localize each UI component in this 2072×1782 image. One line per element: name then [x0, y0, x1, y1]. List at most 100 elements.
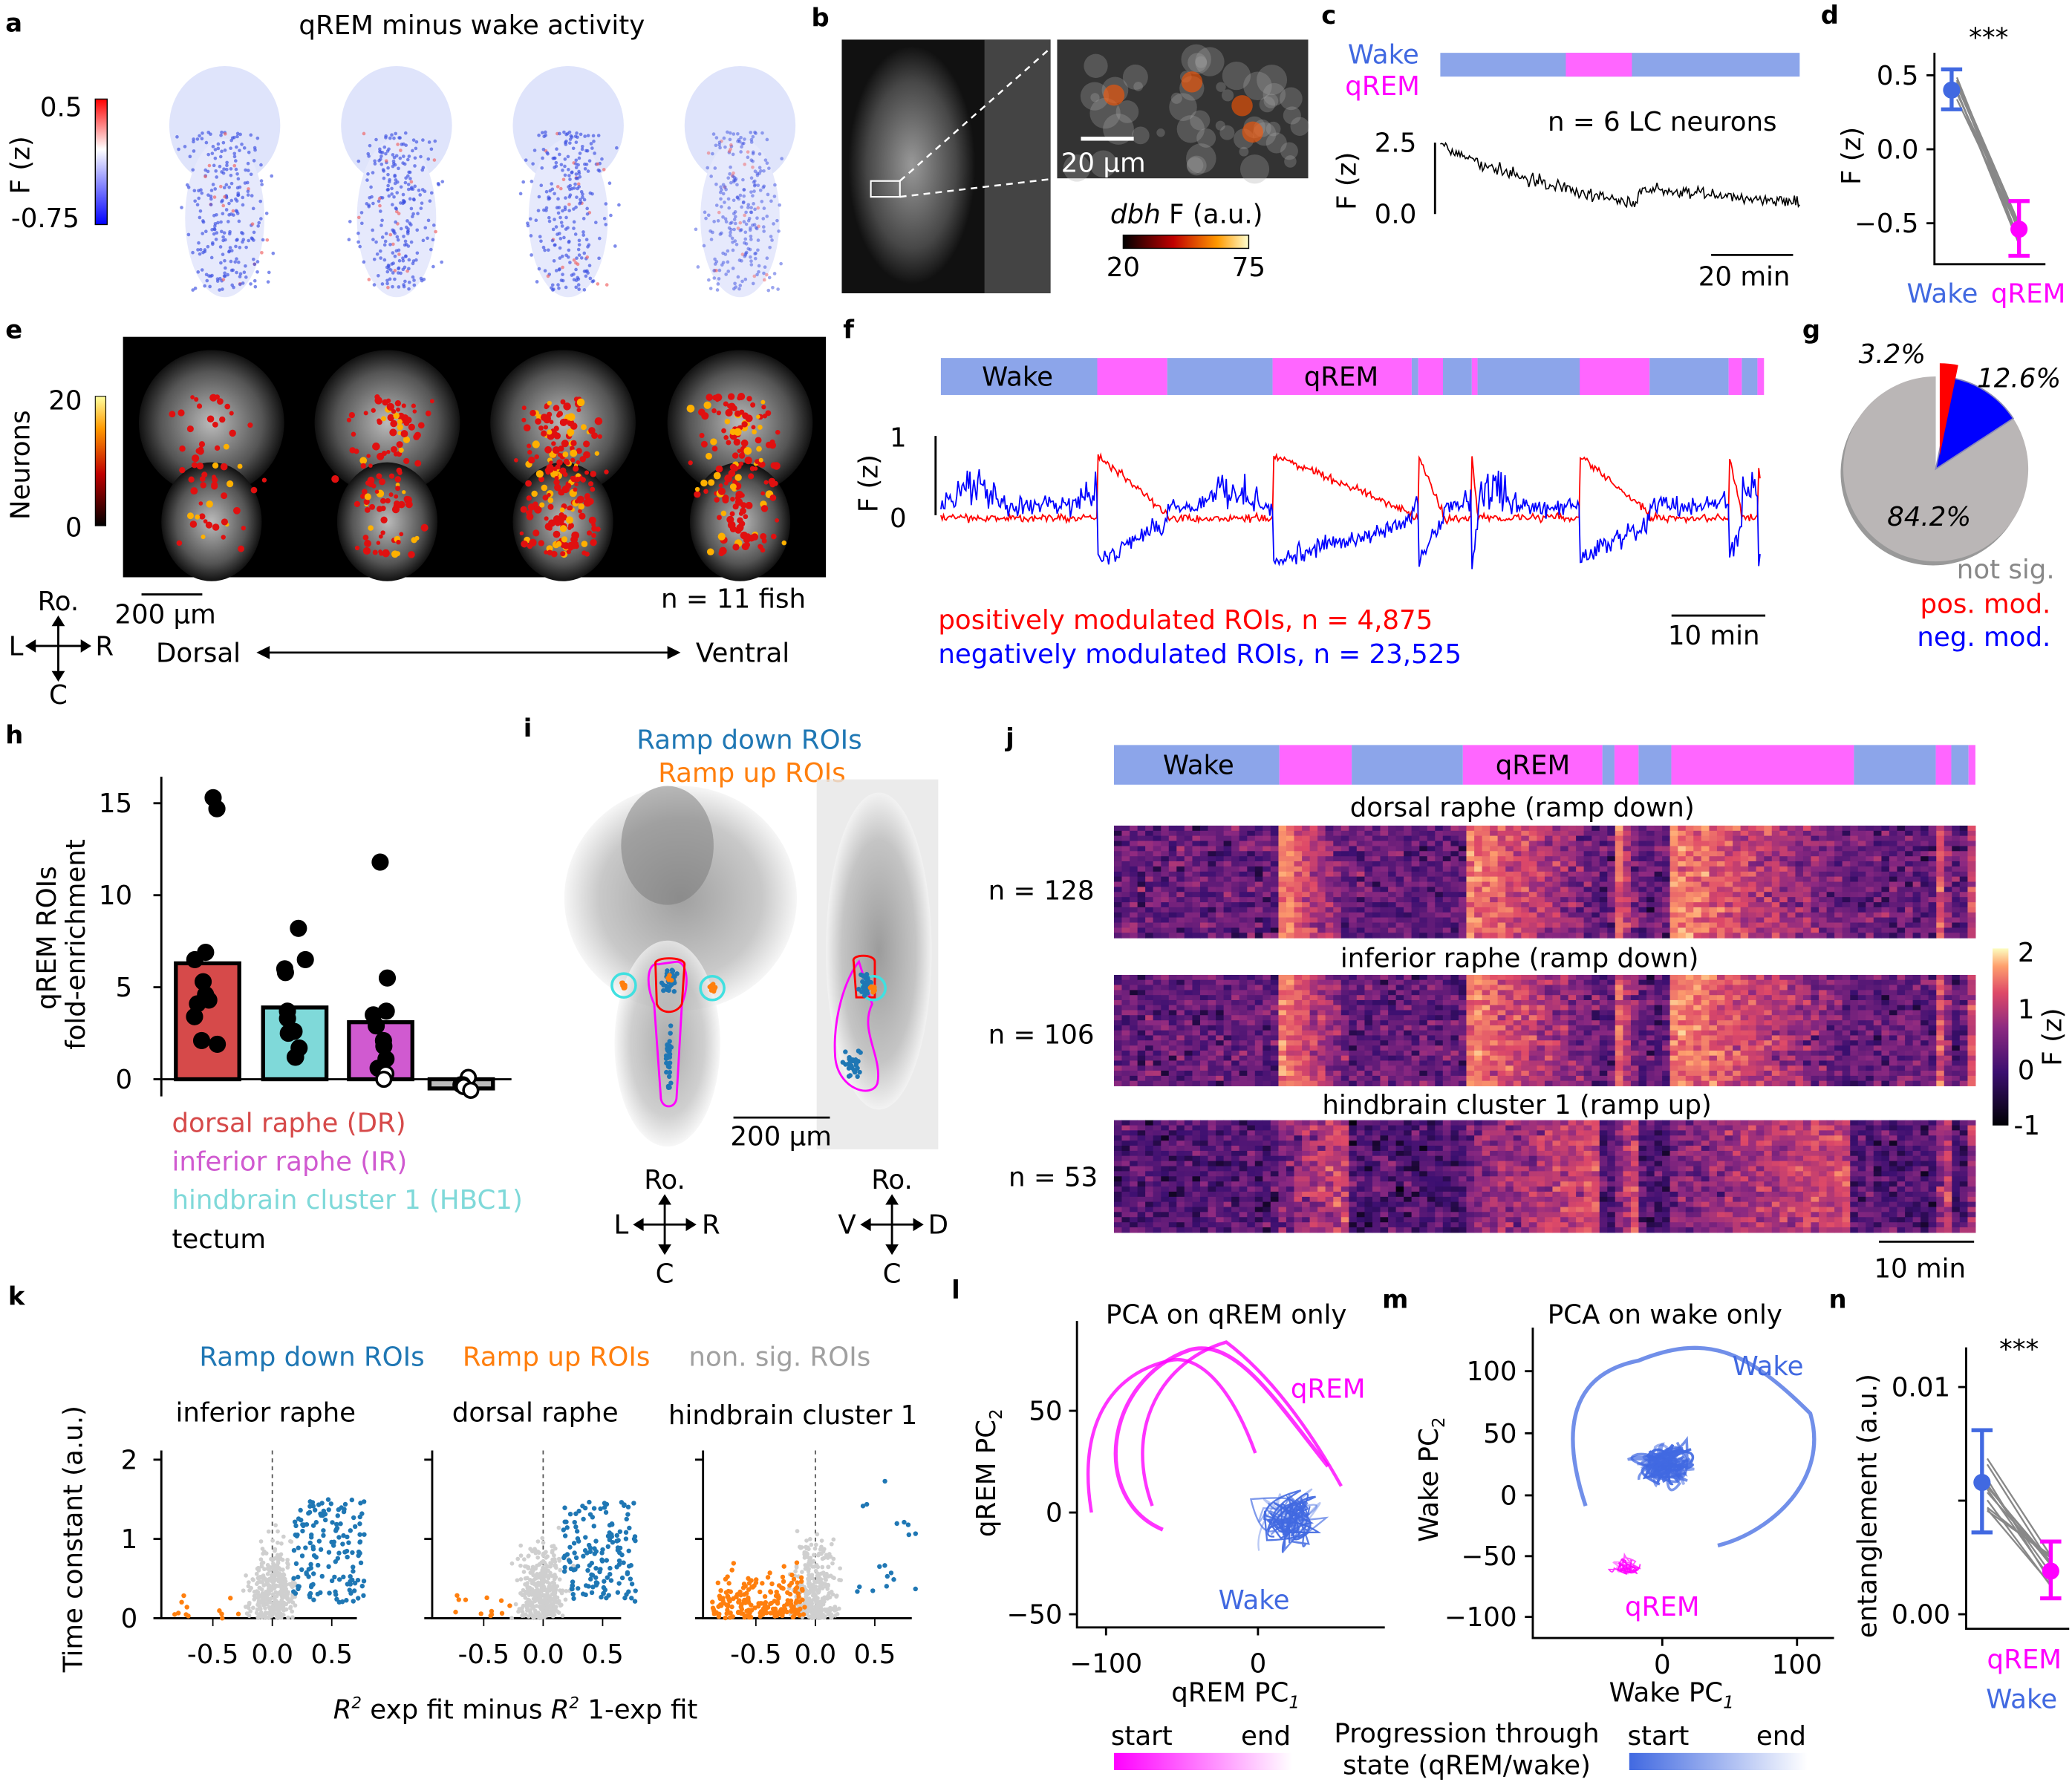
- panel-e: e 20 0 Neurons 200 µm n = 11 fish Ro. L …: [5, 315, 827, 711]
- heatmap-cell: [1544, 881, 1553, 888]
- activity-dot: [203, 284, 206, 288]
- heatmap-cell: [1263, 841, 1271, 847]
- heatmap-cell: [1716, 866, 1725, 872]
- heatmap-cell: [1701, 922, 1710, 928]
- neuron-dot: [588, 481, 594, 487]
- heatmap-cell: [1247, 1025, 1256, 1031]
- heatmap-cell: [1952, 912, 1961, 918]
- heatmap-cell: [1920, 927, 1929, 933]
- heatmap-cell: [1309, 902, 1318, 908]
- activity-dot: [746, 218, 751, 223]
- heatmap-cell: [1239, 999, 1248, 1006]
- activity-dot: [574, 261, 578, 265]
- heatmap-cell: [1168, 835, 1177, 842]
- heatmap-cell: [1137, 1055, 1146, 1061]
- heatmap-cell: [1208, 825, 1216, 832]
- heatmap-cell: [1153, 912, 1162, 918]
- heatmap-cell: [1192, 1010, 1201, 1016]
- activity-dot: [386, 183, 390, 188]
- neuron-dot: [411, 403, 416, 408]
- heatmap-cell: [1936, 866, 1945, 872]
- heatmap-cell: [1905, 861, 1914, 867]
- heatmap-cell: [1176, 892, 1185, 898]
- heatmap-cell: [1724, 892, 1733, 898]
- activity-dot: [403, 243, 407, 247]
- heatmap-cell: [1615, 887, 1623, 892]
- heatmap-cell: [1325, 897, 1334, 903]
- heatmap-cell: [1356, 876, 1365, 883]
- activity-dot: [238, 282, 242, 287]
- heatmap-cell: [1239, 917, 1248, 924]
- heatmap-cell: [1349, 902, 1358, 908]
- heatmap-cell: [1137, 1050, 1146, 1057]
- heatmap-cell: [1168, 1040, 1177, 1046]
- heatmap-cell: [1419, 841, 1428, 847]
- heatmap-cell: [1607, 902, 1616, 908]
- heatmap-cell: [1544, 902, 1553, 908]
- heatmap-cell: [1184, 1010, 1193, 1016]
- heatmap-cell: [1153, 1010, 1162, 1016]
- panel-label: e: [5, 315, 22, 344]
- heatmap-cell: [1411, 902, 1420, 908]
- neuron-dot: [544, 516, 549, 521]
- heatmap-cell: [1693, 912, 1702, 918]
- activity-dot: [218, 184, 223, 189]
- heatmap-cell: [1121, 1065, 1130, 1071]
- heatmap-cell: [1184, 851, 1193, 857]
- activity-dot: [205, 278, 209, 283]
- heatmap-cell: [1231, 933, 1240, 939]
- heatmap-cell: [1458, 851, 1467, 857]
- activity-dot: [218, 288, 221, 292]
- activity-dot: [753, 183, 757, 187]
- activity-dot: [561, 272, 564, 276]
- activity-dot: [546, 151, 550, 156]
- heatmap-cell: [1748, 887, 1757, 892]
- heatmap-cell: [1952, 861, 1961, 867]
- panel-b: b 20 µm dbh F (a.u.) 20 75: [812, 4, 1309, 293]
- heatmap-cell: [1544, 912, 1553, 918]
- heatmap-cell: [1199, 876, 1208, 883]
- neuron-dot: [556, 541, 562, 547]
- heatmap-cell: [1920, 871, 1929, 878]
- texture: [1219, 125, 1235, 140]
- activity-dot: [720, 205, 723, 209]
- heatmap-cell: [1168, 846, 1177, 852]
- activity-dot: [537, 133, 541, 137]
- activity-dot: [223, 148, 227, 152]
- heatmap-cell: [1724, 851, 1733, 857]
- heatmap-cell: [1826, 876, 1835, 883]
- activity-dot: [707, 278, 711, 282]
- heatmap-cell: [1623, 856, 1632, 862]
- activity-dot: [756, 183, 760, 187]
- heatmap-cell: [1490, 907, 1499, 913]
- activity-dot: [440, 180, 445, 183]
- heatmap-cell: [1552, 825, 1561, 832]
- heatmap-cell: [1184, 999, 1193, 1006]
- heatmap-cell: [1544, 897, 1553, 903]
- heatmap-cell: [1701, 871, 1710, 878]
- heatmap-cell: [1826, 922, 1835, 928]
- heatmap-cell: [1176, 897, 1185, 903]
- heatmap-cell: [1161, 892, 1170, 898]
- activity-dot: [228, 246, 232, 249]
- activity-dot: [360, 221, 364, 226]
- heatmap-cell: [1716, 861, 1725, 867]
- heatmap-cell: [1325, 841, 1334, 847]
- heatmap-cell: [1482, 851, 1491, 857]
- heatmap-cell: [1145, 1075, 1154, 1082]
- heatmap-cell: [1630, 881, 1639, 888]
- heatmap-cell: [1239, 1070, 1248, 1077]
- heatmap-cell: [1168, 985, 1177, 990]
- activity-dot: [195, 137, 200, 141]
- neuron-dot: [544, 415, 552, 422]
- heatmap-cell: [1552, 866, 1561, 872]
- activity-dot: [211, 183, 215, 186]
- heatmap-cell: [1168, 979, 1177, 986]
- heatmap-cell: [1623, 871, 1632, 878]
- activity-dot: [377, 273, 380, 278]
- state-qrem-segment: [1279, 745, 1352, 785]
- heatmap-cell: [1113, 846, 1122, 852]
- ramp-down-roi: [853, 1063, 859, 1068]
- panel-label: a: [5, 9, 22, 38]
- heatmap-cell: [1850, 846, 1859, 852]
